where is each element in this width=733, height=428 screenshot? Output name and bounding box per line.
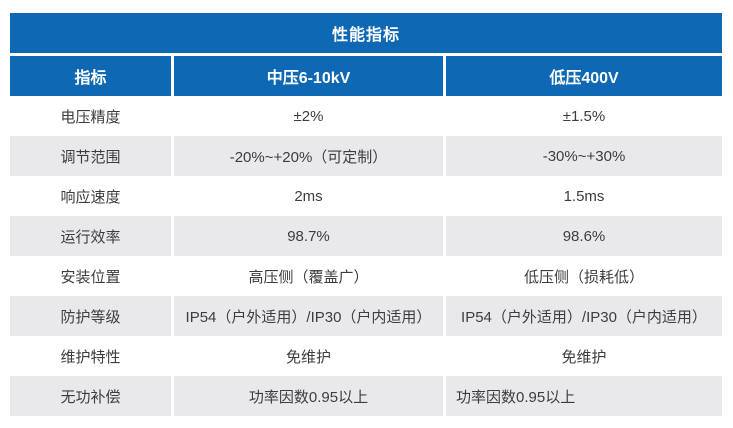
performance-table: 性能指标 指标 中压6-10kV 低压400V 电压精度 ±2% ±1.5% 调… xyxy=(10,13,722,416)
table-row: 调节范围 -20%~+20%（可定制） -30%~+30% xyxy=(10,136,722,176)
medium-voltage-value-cell: 免维护 xyxy=(174,336,443,376)
low-voltage-value-cell: 1.5ms xyxy=(446,176,722,216)
table-row: 防护等级 IP54（户外适用）/IP30（户内适用） IP54（户外适用）/IP… xyxy=(10,296,722,336)
low-voltage-value-cell: 98.6% xyxy=(446,216,722,256)
medium-voltage-value-cell: 高压侧（覆盖广） xyxy=(174,256,443,296)
column-header-indicator: 指标 xyxy=(10,56,171,96)
row-label-cell: 响应速度 xyxy=(10,176,171,216)
table-row: 运行效率 98.7% 98.6% xyxy=(10,216,722,256)
table-title: 性能指标 xyxy=(331,27,400,44)
medium-voltage-value-cell: 98.7% xyxy=(174,216,443,256)
low-voltage-value-cell: 免维护 xyxy=(446,336,722,376)
table-row: 响应速度 2ms 1.5ms xyxy=(10,176,722,216)
column-header-low-voltage: 低压400V xyxy=(446,56,722,96)
table-title-bar: 性能指标 xyxy=(10,13,722,53)
medium-voltage-value-cell: -20%~+20%（可定制） xyxy=(174,136,443,176)
row-label-cell: 无功补偿 xyxy=(10,376,171,416)
column-header-medium-voltage: 中压6-10kV xyxy=(174,56,443,96)
table-row: 无功补偿 功率因数0.95以上 功率因数0.95以上 xyxy=(10,376,722,416)
row-label-cell: 调节范围 xyxy=(10,136,171,176)
row-label-cell: 电压精度 xyxy=(10,96,171,136)
row-label-cell: 防护等级 xyxy=(10,296,171,336)
low-voltage-value-cell: -30%~+30% xyxy=(446,136,722,176)
medium-voltage-value-cell: 2ms xyxy=(174,176,443,216)
table-row: 安装位置 高压侧（覆盖广） 低压侧（损耗低） xyxy=(10,256,722,296)
medium-voltage-value-cell: ±2% xyxy=(174,96,443,136)
row-label-cell: 运行效率 xyxy=(10,216,171,256)
table-header-row: 指标 中压6-10kV 低压400V xyxy=(10,56,722,96)
medium-voltage-value-cell: IP54（户外适用）/IP30（户内适用） xyxy=(174,296,443,336)
low-voltage-value-cell: ±1.5% xyxy=(446,96,722,136)
low-voltage-value-cell: 低压侧（损耗低） xyxy=(446,256,722,296)
table-row: 维护特性 免维护 免维护 xyxy=(10,336,722,376)
table-row: 电压精度 ±2% ±1.5% xyxy=(10,96,722,136)
medium-voltage-value-cell: 功率因数0.95以上 xyxy=(174,376,443,416)
low-voltage-value-cell: 功率因数0.95以上 xyxy=(446,376,722,416)
low-voltage-value-cell: IP54（户外适用）/IP30（户内适用） xyxy=(446,296,722,336)
row-label-cell: 维护特性 xyxy=(10,336,171,376)
table-body: 电压精度 ±2% ±1.5% 调节范围 -20%~+20%（可定制） -30%~… xyxy=(10,96,722,416)
row-label-cell: 安装位置 xyxy=(10,256,171,296)
